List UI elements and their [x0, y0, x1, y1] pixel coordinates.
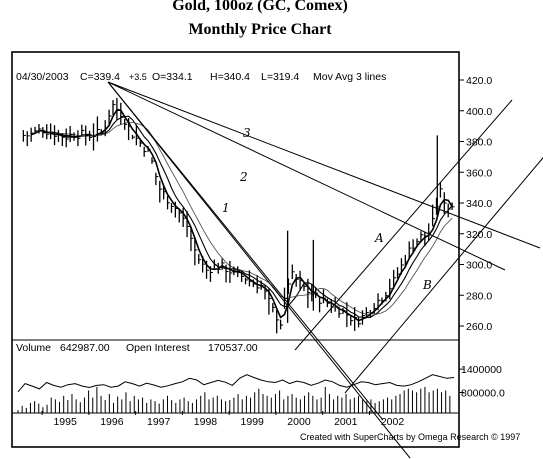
y-tick-label: 400.0	[466, 106, 492, 118]
annotation-2: 2	[239, 170, 248, 184]
trend-line-2	[107, 81, 506, 271]
oi-value: 170537.00	[208, 342, 258, 354]
annotation-1: 1	[222, 201, 230, 215]
channel-upper	[294, 99, 513, 351]
y-tick-label: 360.0	[466, 167, 492, 179]
chart-subtitle: Monthly Price Chart	[188, 21, 332, 38]
open-interest	[17, 374, 455, 393]
open-interest-line	[17, 374, 455, 393]
x-tick-label: 2002	[381, 416, 405, 428]
header-study: Mov Avg 3 lines	[313, 71, 386, 83]
y-tick-label: 340.0	[466, 198, 492, 210]
header-date: 04/30/2003	[16, 71, 69, 83]
volume-tick-label: 1400000	[461, 364, 502, 376]
header-high: H=340.4	[210, 71, 250, 83]
y-tick-label: 420.0	[466, 75, 492, 87]
header-low: L=319.4	[261, 71, 299, 83]
steep-line	[107, 81, 411, 459]
x-tick-label: 2001	[334, 416, 358, 428]
channel-lower	[344, 157, 543, 394]
volume-value: 642987.00	[60, 342, 110, 354]
annotation-b: B	[422, 278, 432, 292]
x-tick-label: 1998	[194, 416, 218, 428]
header-close: C=339.4	[80, 71, 120, 83]
volume-label: Volume	[16, 342, 51, 354]
trend-lines	[107, 81, 543, 459]
oi-label: Open Interest	[126, 342, 190, 354]
volume-bars: 1400000 800000.0	[17, 364, 505, 413]
x-axis-ticks: 1995 1996 1997 1998 1999 2000 2001 2002	[12, 411, 459, 428]
annotation-a: A	[374, 231, 384, 245]
trend-line-3	[107, 81, 541, 249]
y-axis-ticks: 420.0400.0380.0360.0340.0320.0300.0280.0…	[459, 75, 492, 333]
x-tick-label: 1995	[53, 416, 77, 428]
price-bars	[22, 98, 455, 334]
x-tick-label: 1997	[147, 416, 171, 428]
y-tick-label: 300.0	[466, 260, 492, 272]
annotation-3: 3	[243, 126, 251, 140]
y-tick-label: 260.0	[466, 321, 492, 333]
x-tick-label: 1996	[100, 416, 124, 428]
volume-tick-label: 800000.0	[461, 388, 505, 400]
moving-average-line	[42, 115, 453, 319]
x-tick-label: 1999	[241, 416, 265, 428]
chart-title: Gold, 100oz (GC, Comex)	[172, 0, 348, 14]
x-tick-label: 2000	[287, 416, 311, 428]
chart-frame	[11, 51, 460, 448]
y-tick-label: 280.0	[466, 290, 492, 302]
y-tick-label: 320.0	[466, 229, 492, 241]
header-open: O=334.1	[152, 71, 193, 83]
header-change: +3.5	[129, 72, 147, 82]
credit-text: Created with SuperCharts by Omega Resear…	[300, 432, 520, 442]
